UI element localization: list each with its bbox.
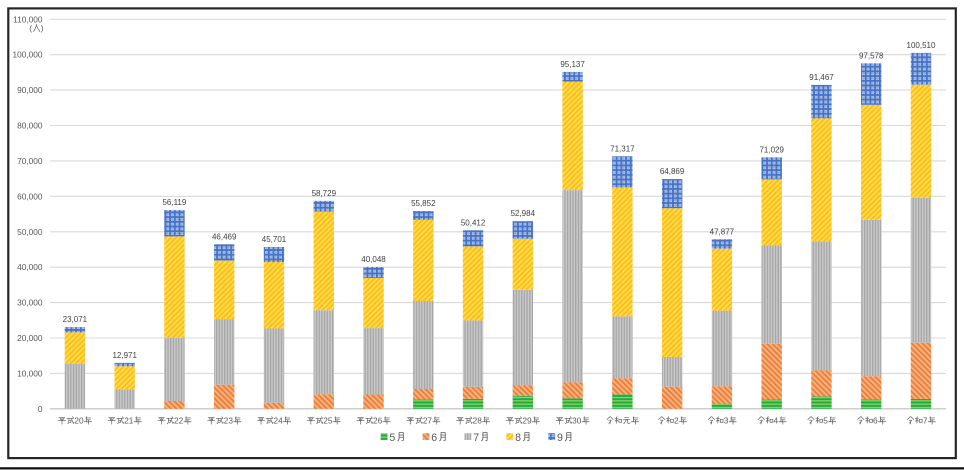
svg-text:): ) — [41, 23, 44, 33]
svg-text:71,029: 71,029 — [759, 145, 784, 154]
svg-text:20: 20 — [74, 416, 84, 426]
svg-text:24: 24 — [274, 416, 284, 426]
svg-text:100,510: 100,510 — [907, 41, 936, 50]
svg-text:46,469: 46,469 — [212, 232, 237, 241]
svg-text:97,578: 97,578 — [859, 51, 884, 60]
svg-text:5: 5 — [823, 416, 828, 426]
svg-text:90,000: 90,000 — [17, 85, 43, 95]
svg-text:40,000: 40,000 — [17, 262, 43, 272]
svg-text:91,467: 91,467 — [809, 73, 834, 82]
svg-text:6: 6 — [873, 416, 878, 426]
svg-text:3: 3 — [724, 416, 729, 426]
svg-text:50,412: 50,412 — [461, 218, 486, 227]
svg-text:70,000: 70,000 — [17, 156, 43, 166]
svg-text:110,000: 110,000 — [13, 14, 43, 24]
svg-text:29: 29 — [522, 416, 532, 426]
svg-text:(: ( — [29, 23, 32, 33]
svg-text:26: 26 — [373, 416, 383, 426]
svg-text:6: 6 — [431, 432, 437, 444]
svg-text:20,000: 20,000 — [17, 333, 43, 343]
svg-text:30,000: 30,000 — [17, 298, 43, 308]
svg-text:22: 22 — [174, 416, 184, 426]
svg-text:52,984: 52,984 — [511, 209, 536, 218]
svg-text:7: 7 — [923, 416, 928, 426]
svg-text:21: 21 — [124, 416, 134, 426]
svg-text:40,048: 40,048 — [361, 255, 386, 264]
svg-text:55,852: 55,852 — [411, 199, 436, 208]
svg-text:64,869: 64,869 — [660, 167, 685, 176]
svg-text:28: 28 — [473, 416, 483, 426]
svg-text:100,000: 100,000 — [13, 50, 43, 60]
svg-text:25: 25 — [323, 416, 333, 426]
svg-text:23: 23 — [224, 416, 234, 426]
svg-text:45,701: 45,701 — [262, 235, 287, 244]
svg-text:80,000: 80,000 — [17, 121, 43, 131]
svg-text:2: 2 — [674, 416, 679, 426]
svg-text:71,317: 71,317 — [610, 144, 635, 153]
svg-text:47,877: 47,877 — [710, 227, 735, 236]
svg-text:10,000: 10,000 — [17, 368, 43, 378]
svg-text:9: 9 — [557, 432, 563, 444]
svg-text:23,071: 23,071 — [63, 315, 88, 324]
svg-text:5: 5 — [389, 432, 395, 444]
svg-text:8: 8 — [515, 432, 521, 444]
svg-text:58,729: 58,729 — [312, 189, 337, 198]
svg-text:30: 30 — [572, 416, 582, 426]
svg-text:12,971: 12,971 — [112, 351, 137, 360]
svg-text:27: 27 — [423, 416, 433, 426]
svg-text:0: 0 — [38, 404, 43, 414]
svg-text:95,137: 95,137 — [560, 60, 585, 69]
svg-text:4: 4 — [774, 416, 779, 426]
svg-text:7: 7 — [473, 432, 479, 444]
svg-text:56,119: 56,119 — [162, 198, 186, 207]
svg-text:50,000: 50,000 — [17, 227, 43, 237]
svg-text:60,000: 60,000 — [17, 191, 43, 201]
